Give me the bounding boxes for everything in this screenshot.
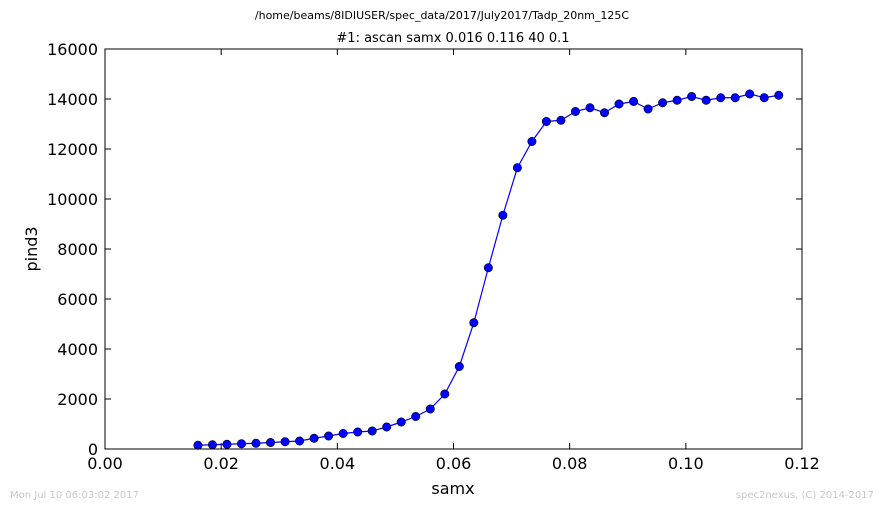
data-point [498,210,508,220]
data-point [469,318,479,328]
data-point [512,163,522,173]
data-point [556,115,566,125]
data-point [207,440,217,450]
data-point [483,263,493,273]
data-point [629,97,639,107]
y-axis-label: pind3 [22,226,41,271]
y-tick-label: 2000 [57,390,98,409]
x-tick-label: 0.04 [320,454,356,473]
data-point [658,98,668,108]
x-tick-label: 0.08 [552,454,588,473]
y-tick-label: 6000 [57,290,98,309]
data-point [600,108,610,118]
x-tick-label: 0.00 [87,454,123,473]
credit-footer: spec2nexus, (C) 2014-2017 [736,490,874,501]
data-point [193,440,203,450]
file-path-header: /home/beams/8IDIUSER/spec_data/2017/July… [255,9,630,22]
data-point [527,137,537,147]
data-point [222,439,232,449]
data-point [454,361,464,371]
timestamp-footer: Mon Jul 10 06:03:02 2017 [10,490,139,501]
data-point [672,95,682,105]
data-point [338,428,348,438]
chart-title: #1: ascan samx 0.016 0.116 40 0.1 [336,31,569,46]
data-point [585,103,595,113]
data-point [236,439,246,449]
y-tick-label: 16000 [47,40,98,59]
data-point [440,389,450,399]
data-point [774,90,784,100]
data-point [745,89,755,99]
y-tick-label: 14000 [47,90,98,109]
data-point [614,99,624,109]
data-point [396,417,406,427]
x-axis-label: samx [431,479,474,498]
x-tick-label: 0.12 [784,454,820,473]
y-tick-label: 10000 [47,190,98,209]
data-point [570,107,580,117]
y-tick-label: 0 [88,440,98,459]
y-tick-label: 12000 [47,140,98,159]
y-axis-ticks: 0 2000 4000 6000 8000 10000 12000 14000 16000 [47,40,802,459]
data-point [643,104,653,114]
data-point [266,437,276,447]
y-tick-label: 4000 [57,340,98,359]
data-point [541,117,551,127]
x-tick-label: 0.06 [436,454,472,473]
x-tick-label: 0.10 [668,454,704,473]
data-series [193,89,784,450]
data-point [353,427,363,437]
y-tick-label: 8000 [57,240,98,259]
data-point [701,95,711,105]
data-point [687,92,697,102]
data-point [280,437,290,447]
data-point [425,404,435,414]
data-point [295,436,305,446]
plot-frame [104,48,803,450]
data-point [382,422,392,432]
data-point [759,93,769,103]
data-point [411,411,421,421]
data-point [367,426,377,436]
data-point [251,438,261,448]
data-point [730,93,740,103]
data-point [309,433,319,443]
data-point [324,431,334,441]
data-point [716,93,726,103]
x-tick-label: 0.02 [203,454,239,473]
